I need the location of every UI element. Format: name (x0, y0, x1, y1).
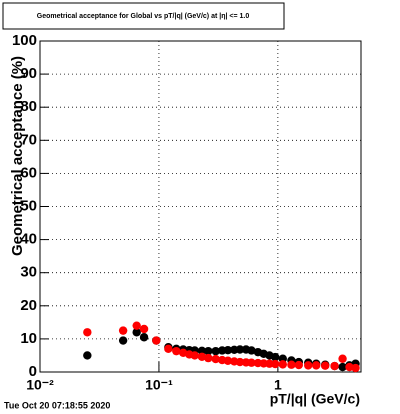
x-axis-label: pT/|q| (GeV/c) (270, 391, 360, 407)
data-point (311, 361, 321, 370)
data-point (132, 328, 141, 337)
data-point (351, 363, 360, 373)
y-tick-label: 40 (20, 231, 37, 248)
y-tick-label: 100 (12, 32, 37, 49)
y-tick-label: 70 (20, 131, 37, 148)
x-tick-label: 10⁻¹ (145, 377, 173, 393)
data-point (139, 324, 149, 334)
data-point (223, 356, 233, 365)
data-point (320, 361, 330, 370)
y-tick-label: 0 (29, 363, 37, 380)
data-point (132, 321, 141, 330)
x-tick-label: 10⁻² (26, 377, 54, 393)
data-point (118, 336, 128, 345)
y-tick-label: 30 (20, 264, 37, 281)
y-tick-label: 20 (20, 297, 37, 314)
data-point (330, 361, 339, 371)
data-point (235, 345, 245, 354)
data-point (338, 362, 347, 372)
data-point (204, 346, 213, 356)
x-tick-label: 1 (274, 377, 282, 393)
y-tick-label: 60 (20, 164, 37, 181)
title-box (2, 2, 285, 30)
data-point (247, 358, 256, 367)
data-point (204, 353, 213, 363)
y-axis-label: Geometrical acceptance (%) (9, 56, 26, 256)
data-point (211, 346, 220, 356)
data-point (172, 346, 181, 356)
data-point (190, 351, 199, 360)
chart-title: Geometrical acceptance for Global vs pT/… (37, 13, 250, 20)
data-point (223, 345, 233, 355)
data-point (152, 336, 161, 345)
data-point (164, 344, 173, 354)
data-point (83, 351, 92, 360)
y-tick-label: 90 (20, 65, 37, 82)
data-point (271, 352, 280, 362)
data-point (211, 354, 220, 364)
data-point (197, 346, 207, 356)
data-point (83, 328, 92, 337)
y-tick-label: 80 (20, 98, 37, 115)
data-point (338, 354, 347, 363)
data-point (118, 326, 128, 335)
data-point (294, 360, 304, 370)
data-point (304, 361, 313, 370)
data-point (139, 333, 149, 342)
data-point (235, 357, 245, 367)
data-point (287, 360, 296, 369)
plot-frame (39, 40, 362, 373)
data-point (247, 346, 256, 355)
data-point (197, 352, 207, 361)
y-tick-label: 50 (20, 197, 37, 214)
y-tick-label: 10 (20, 330, 37, 347)
data-point (271, 359, 280, 369)
timestamp: Tue Oct 20 07:18:55 2020 (4, 400, 110, 410)
data-point (278, 360, 287, 369)
